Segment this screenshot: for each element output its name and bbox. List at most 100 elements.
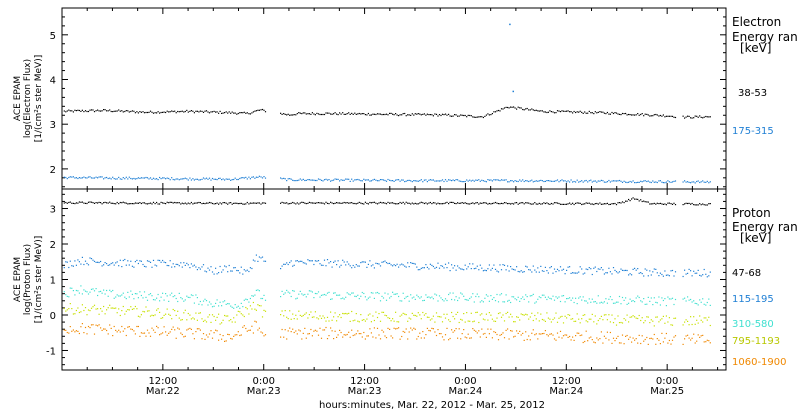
data-point bbox=[334, 178, 336, 180]
data-point bbox=[429, 263, 431, 265]
data-point bbox=[635, 182, 637, 184]
data-point bbox=[84, 260, 87, 262]
data-point bbox=[337, 316, 339, 318]
data-point bbox=[693, 204, 695, 206]
data-point bbox=[258, 327, 260, 329]
data-point bbox=[606, 302, 608, 304]
data-point bbox=[690, 339, 692, 341]
data-point bbox=[157, 111, 159, 113]
data-point bbox=[594, 315, 596, 317]
data-point bbox=[156, 265, 158, 267]
data-point bbox=[502, 179, 504, 181]
data-point bbox=[101, 292, 103, 294]
data-point bbox=[703, 317, 705, 319]
data-point bbox=[438, 295, 441, 297]
data-point bbox=[249, 305, 251, 307]
data-point bbox=[423, 314, 425, 316]
data-point bbox=[313, 113, 315, 115]
data-point bbox=[641, 335, 643, 337]
series-175-315 bbox=[63, 175, 711, 184]
data-point bbox=[615, 337, 618, 339]
data-point bbox=[405, 266, 407, 268]
data-point bbox=[569, 111, 571, 113]
data-point bbox=[467, 203, 469, 205]
data-point bbox=[625, 269, 627, 271]
data-point bbox=[251, 325, 253, 327]
data-point bbox=[298, 293, 300, 295]
data-point bbox=[553, 202, 556, 204]
data-point bbox=[479, 180, 481, 182]
data-point bbox=[529, 269, 531, 271]
data-point bbox=[63, 176, 65, 178]
data-point bbox=[491, 298, 493, 300]
data-point bbox=[662, 341, 664, 343]
data-point bbox=[152, 259, 155, 261]
data-point bbox=[322, 329, 324, 331]
data-point bbox=[320, 202, 323, 204]
data-point bbox=[481, 300, 483, 302]
data-point bbox=[137, 315, 139, 317]
data-point bbox=[544, 202, 546, 205]
data-point bbox=[497, 271, 500, 273]
data-point bbox=[97, 202, 99, 204]
data-point bbox=[496, 333, 498, 336]
data-point bbox=[95, 176, 97, 178]
data-point bbox=[626, 200, 628, 202]
data-point bbox=[393, 320, 395, 322]
data-point bbox=[691, 202, 693, 205]
data-point bbox=[553, 268, 556, 270]
data-point bbox=[399, 264, 401, 266]
data-point bbox=[398, 115, 400, 117]
data-point bbox=[440, 180, 442, 182]
data-point bbox=[532, 181, 534, 183]
data-point bbox=[488, 114, 490, 116]
data-point bbox=[485, 114, 487, 116]
data-point bbox=[136, 293, 138, 295]
data-point bbox=[446, 180, 448, 182]
data-point bbox=[351, 310, 353, 313]
x-tick-label: Mar.23 bbox=[348, 386, 382, 397]
data-point bbox=[538, 296, 540, 298]
data-point bbox=[137, 202, 139, 204]
data-point bbox=[491, 318, 493, 320]
data-point bbox=[343, 313, 345, 315]
data-point bbox=[133, 177, 135, 180]
data-point bbox=[387, 327, 389, 329]
data-point bbox=[620, 202, 622, 204]
data-point bbox=[671, 339, 674, 341]
data-point bbox=[673, 116, 675, 118]
data-point bbox=[618, 342, 621, 344]
data-point bbox=[523, 314, 525, 316]
data-point bbox=[215, 111, 217, 113]
data-point bbox=[570, 111, 572, 113]
data-point bbox=[211, 306, 214, 308]
data-point bbox=[611, 203, 613, 205]
data-point bbox=[511, 316, 513, 318]
data-point bbox=[331, 179, 333, 182]
data-point bbox=[234, 304, 236, 306]
data-point bbox=[221, 203, 223, 205]
data-point bbox=[130, 328, 132, 330]
data-point bbox=[584, 272, 586, 274]
data-point bbox=[599, 302, 601, 304]
data-point bbox=[685, 335, 687, 337]
data-point bbox=[473, 180, 475, 182]
data-point bbox=[148, 332, 150, 334]
data-point bbox=[587, 268, 589, 271]
data-point bbox=[441, 179, 444, 181]
data-point bbox=[340, 113, 342, 115]
data-point bbox=[313, 330, 315, 332]
data-point bbox=[662, 114, 664, 116]
data-point bbox=[466, 202, 468, 205]
data-point bbox=[208, 201, 211, 204]
data-point bbox=[90, 288, 93, 290]
data-point bbox=[602, 203, 604, 205]
data-point bbox=[706, 276, 708, 278]
data-point bbox=[98, 201, 100, 203]
data-point bbox=[320, 337, 323, 339]
data-point bbox=[493, 202, 495, 204]
data-point bbox=[460, 114, 462, 116]
data-point bbox=[69, 326, 71, 328]
data-point bbox=[638, 181, 640, 183]
data-point bbox=[517, 180, 519, 183]
